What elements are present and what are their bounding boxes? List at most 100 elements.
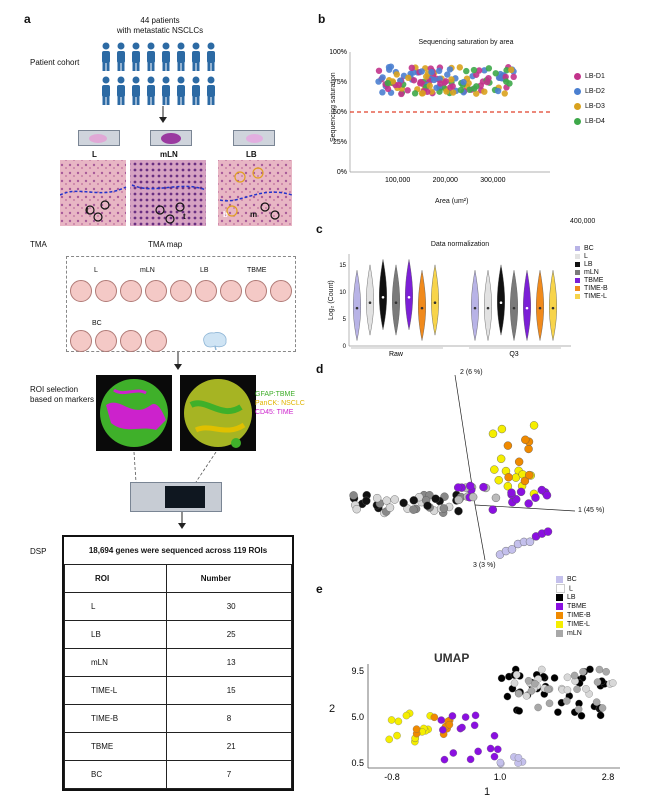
chart-d-point-time-l [529, 421, 539, 430]
chart-b-point [395, 81, 403, 89]
table-row: LB 25 [64, 620, 293, 649]
legend-label: mLN [567, 630, 582, 638]
chart-e-point-mln [592, 698, 601, 706]
chart-d-point-tbme [454, 495, 463, 505]
chart-c-violin [497, 264, 505, 336]
panel-b-letter: b [318, 12, 326, 26]
tma-row1-label-lb: LB [200, 267, 209, 274]
chart-d-point-bc [525, 537, 535, 546]
chart-b-point [443, 88, 450, 95]
person-icon [117, 76, 125, 84]
chart-e-point-tbme [490, 752, 499, 761]
chart-e-point-tbme [470, 721, 479, 730]
chart-e-point-mln [531, 679, 539, 688]
chart-c-median [355, 306, 359, 310]
chart-b-point [471, 85, 478, 92]
chart-c-median [420, 306, 424, 310]
person-leg [166, 62, 170, 71]
chart-c-median [381, 295, 385, 299]
legend-label: LB-D4 [585, 118, 605, 125]
chart-d-point-lb-l [431, 494, 440, 503]
chart-c-median [525, 306, 529, 310]
chart-e-point-tbme [494, 745, 502, 754]
legend-swatch [556, 612, 563, 619]
chart-b-title: Sequencing saturation by area [418, 39, 514, 46]
chart-c-violin [471, 270, 479, 341]
brain-icon [203, 332, 227, 350]
chart-b-point [430, 76, 438, 84]
person-body [102, 51, 110, 63]
person-icon [207, 76, 215, 84]
chart-c-legend-item: TIME-B [575, 285, 608, 293]
chart-c-violin [392, 264, 400, 336]
chart-e-point-mln [595, 665, 604, 674]
chart-e-point-lb [515, 707, 523, 715]
cohort-title-line2: with metastatic NSCLCs [116, 26, 204, 35]
chart-b-point [457, 86, 465, 94]
person-leg [136, 62, 140, 71]
panel-c-letter: c [316, 222, 323, 236]
chart-d-point-lb-l [382, 496, 391, 505]
chart-e-xlabel: 1 [484, 786, 491, 798]
person-leg [177, 62, 181, 71]
chart-e-legend-item: TIME-B [556, 611, 591, 620]
chart-e-point-bc [514, 754, 523, 762]
legend-swatch [556, 594, 563, 601]
chart-b-point [481, 88, 488, 95]
chart-c-median [368, 301, 372, 305]
chart-b-scatter: 0% 25% 50% 75% 100% 100,000 200,000 300,000 [330, 49, 550, 184]
chart-e-point-time-l [394, 717, 403, 726]
chart-d-point-tbme2 [542, 491, 552, 500]
chart-c-violin [418, 270, 426, 341]
tissue-label-mln: mLN [160, 150, 178, 159]
table-cell-number: 13 [165, 648, 293, 677]
chart-d-point-lb-l [372, 493, 382, 503]
chart-c-legend: BC L LB mLN TBME TIME-B TIME-L [575, 245, 608, 301]
chart-b-point [446, 66, 454, 73]
chart-e-xtick: 2.8 [602, 772, 615, 782]
chart-e-ytick: 9.5 [351, 666, 364, 676]
chart-d-point-tbme2 [507, 488, 516, 497]
tma-core [245, 280, 267, 302]
person-leg [177, 96, 181, 105]
chart-c-ytick: 15 [339, 263, 346, 269]
chart-e-point-mln [545, 699, 554, 708]
chart-e-legend-item: mLN [556, 629, 591, 638]
chart-d-point-lb-l [385, 503, 395, 512]
legend-label: LB [567, 594, 576, 602]
legend-swatch [556, 575, 563, 583]
panel-e-letter: e [316, 582, 323, 596]
person-body [207, 51, 215, 63]
legend-label: LB-D1 [585, 73, 605, 80]
slide-lb [233, 130, 275, 146]
chart-c-ylabel: Log₂ (Count) [328, 280, 335, 320]
chart-e-point-tbme [466, 755, 475, 764]
table-cell-roi: TBME [64, 732, 167, 761]
person-body [192, 51, 200, 63]
chart-c-legend-item: LB [575, 261, 608, 269]
chart-c-ytick: 0 [343, 344, 347, 350]
table-cell-number: 15 [165, 676, 293, 705]
chart-b-point [426, 82, 433, 89]
chart-d-point-tbme [466, 481, 475, 491]
chart-d-point-bc [507, 545, 517, 554]
chart-b-point [411, 90, 419, 97]
table-cell-number: 21 [165, 732, 293, 761]
chart-c-violins: 0 5 10 15 Raw Q3 [339, 254, 571, 358]
chart-e-point-tbme [439, 726, 447, 734]
chart-e-point-l [512, 670, 521, 679]
chart-e-point-tbme [490, 732, 499, 740]
person-icon [162, 42, 170, 50]
legend-label: L [584, 253, 588, 260]
legend-label: TIME-B [567, 612, 591, 620]
chart-b-point [375, 67, 383, 74]
chart-d-point-lb-l [409, 505, 418, 514]
table-cell-roi: TIME-B [64, 704, 167, 733]
person-leg [121, 62, 125, 71]
chart-c-ytick: 10 [339, 290, 346, 296]
legend-label: TIME-L [567, 621, 590, 629]
dashed-connectors [133, 452, 217, 483]
chart-b-point [502, 73, 509, 81]
chart-b-point [492, 70, 499, 77]
chart-d-point-lb-l [439, 504, 449, 513]
